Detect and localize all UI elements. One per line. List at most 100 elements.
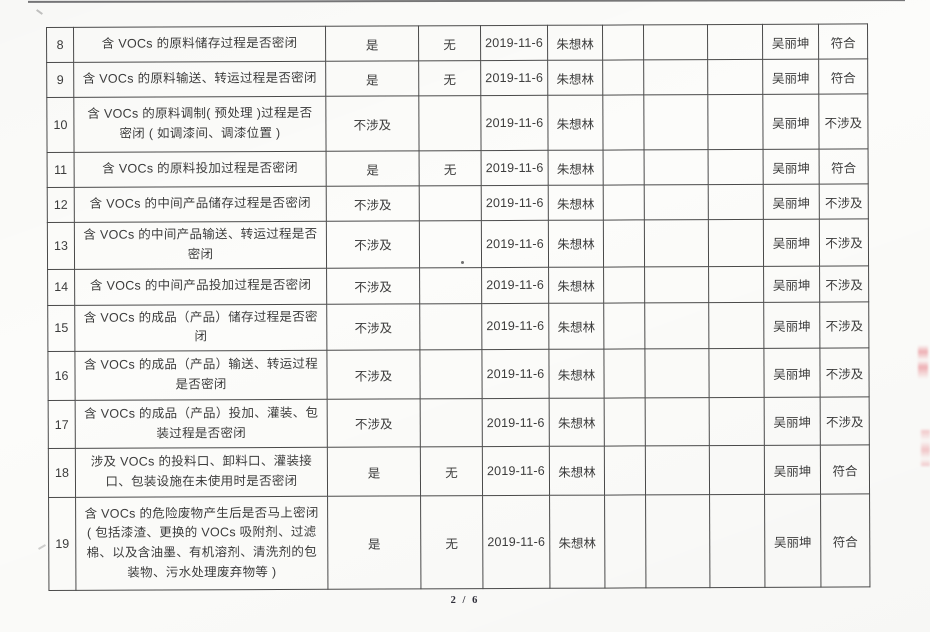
remark-cell: [419, 349, 483, 399]
date-cell: 2019-11-6: [481, 266, 549, 304]
item-text-cell: 含 VOCs 的成品（产品）输送、转运过程是否密闭: [74, 350, 328, 401]
table-row: 17 含 VOCs 的成品（产品）投加、灌装、包装过程是否密闭 不涉及 2019-11…: [48, 396, 870, 449]
date-cell: 2019-11-6: [482, 446, 550, 496]
conclusion-cell: 不涉及: [819, 301, 869, 349]
empty-cell: [602, 24, 644, 61]
reviewer-cell: 吴丽坤: [762, 24, 819, 60]
status-cell: 不涉及: [326, 267, 420, 304]
inspector-cell: 朱想林: [549, 495, 605, 589]
empty-cell: [645, 494, 710, 588]
remark-cell: 无: [419, 150, 482, 186]
conclusion-cell: 符合: [820, 493, 870, 588]
row-number-cell: 12: [47, 187, 75, 223]
inspector-cell: 朱想林: [548, 220, 604, 267]
conclusion-cell: 不涉及: [819, 183, 869, 220]
empty-cell: [643, 59, 708, 95]
scan-speck: [38, 544, 46, 550]
conclusion-cell: 不涉及: [819, 347, 870, 398]
conclusion-cell: 不涉及: [820, 396, 870, 446]
status-cell: 是: [325, 25, 419, 62]
empty-cell: [644, 219, 709, 267]
remark-cell: [419, 267, 482, 304]
empty-cell: [644, 149, 709, 185]
inspector-cell: 朱想林: [549, 446, 605, 496]
item-text-cell: 含 VOCs 的原料调制( 预处理 )过程是否密闭 ( 如调漆间、调漆位置 ): [73, 96, 327, 153]
remark-cell: [419, 185, 482, 221]
reviewer-cell: 吴丽坤: [762, 94, 820, 150]
empty-cell: [707, 59, 763, 95]
empty-cell: [707, 24, 763, 60]
item-text-cell: 含 VOCs 的中间产品投加过程是否密闭: [74, 267, 327, 305]
date-cell: 2019-11-6: [481, 302, 549, 350]
row-number-cell: 11: [47, 152, 75, 188]
reviewer-cell: 吴丽坤: [762, 59, 819, 95]
empty-cell: [603, 219, 645, 267]
status-cell: 不涉及: [326, 220, 420, 268]
empty-cell: [644, 266, 709, 303]
conclusion-cell: 不涉及: [819, 265, 869, 302]
empty-cell: [603, 266, 645, 303]
date-cell: 2019-11-6: [482, 398, 550, 447]
scan-speck: [461, 261, 464, 264]
status-cell: 不涉及: [326, 185, 420, 222]
row-number-cell: 10: [46, 97, 75, 153]
table-row: 11 含 VOCs 的原料投加过程是否密闭是无 2019-11-6 朱想林 吴丽坤 符合: [47, 148, 869, 188]
scan-speck: [36, 9, 43, 15]
reviewer-cell: 吴丽坤: [763, 265, 820, 302]
inspector-cell: 朱想林: [547, 95, 604, 151]
row-number-cell: 14: [47, 268, 75, 305]
item-text-cell: 含 VOCs 的原料储存过程是否密闭: [73, 26, 326, 63]
empty-cell: [644, 184, 709, 220]
inspector-cell: 朱想林: [547, 60, 603, 96]
conclusion-cell: 符合: [818, 58, 868, 95]
empty-cell: [602, 94, 645, 151]
date-cell: 2019-11-6: [481, 220, 549, 268]
red-ink-smudge: [921, 430, 930, 466]
row-number-cell: 13: [47, 222, 75, 269]
empty-cell: [645, 397, 710, 446]
empty-cell: [707, 94, 764, 150]
empty-cell: [709, 445, 765, 495]
row-number-cell: 8: [46, 27, 74, 63]
status-cell: 不涉及: [327, 398, 421, 448]
status-cell: 是: [327, 446, 421, 497]
table-row: 18 涉及 VOCs 的投料口、卸料口、灌装接口、包装设施在未使用时是否密闭是无 2…: [48, 444, 870, 498]
item-text-cell: 含 VOCs 的成品（产品）投加、灌装、包装过程是否密闭: [75, 399, 328, 449]
conclusion-cell: 不涉及: [818, 93, 869, 150]
reviewer-cell: 吴丽坤: [763, 149, 820, 185]
item-text-cell: 含 VOCs 的成品（产品）储存过程是否密闭: [74, 303, 327, 352]
table-row: 14 含 VOCs 的中间产品投加过程是否密闭 不涉及 2019-11-6 朱想林 吴丽坤…: [47, 265, 869, 305]
empty-cell: [603, 302, 645, 350]
status-cell: 是: [326, 150, 420, 187]
row-number-cell: 9: [46, 62, 74, 98]
status-cell: 不涉及: [326, 349, 421, 400]
row-number-cell: 18: [48, 448, 76, 498]
status-cell: 不涉及: [325, 95, 420, 152]
conclusion-cell: 符合: [818, 23, 868, 60]
empty-cell: [709, 494, 765, 588]
item-text-cell: 含 VOCs 的原料投加过程是否密闭: [74, 151, 327, 188]
empty-cell: [604, 494, 646, 589]
empty-cell: [708, 149, 764, 185]
row-number-cell: 19: [48, 497, 76, 591]
empty-cell: [643, 24, 708, 60]
remark-cell: [419, 303, 482, 350]
conclusion-cell: 不涉及: [819, 218, 869, 266]
empty-cell: [708, 348, 765, 398]
conclusion-cell: 符合: [819, 148, 869, 185]
item-text-cell: 含 VOCs 的原料输送、转运过程是否密闭: [73, 61, 326, 98]
inspector-cell: 朱想林: [548, 302, 604, 350]
reviewer-cell: 吴丽坤: [763, 348, 821, 398]
remark-cell: 无: [420, 446, 483, 496]
status-cell: 是: [325, 60, 419, 97]
empty-cell: [603, 184, 645, 221]
reviewer-cell: 吴丽坤: [763, 219, 820, 266]
remark-cell: 无: [420, 495, 483, 589]
item-text-cell: 含 VOCs 的中间产品输送、转运过程是否密闭: [74, 221, 327, 269]
